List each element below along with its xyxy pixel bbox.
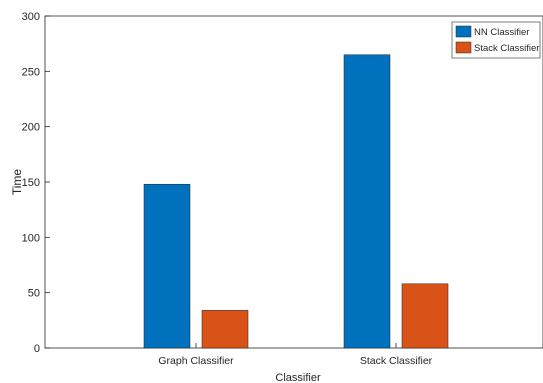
y-tick-label: 100 bbox=[22, 232, 40, 244]
legend: NN Classifier Stack Classifier bbox=[451, 21, 541, 59]
y-tick-label: 0 bbox=[34, 343, 40, 355]
y-tick-label: 250 bbox=[22, 66, 40, 78]
x-axis-label: Classifier bbox=[275, 372, 321, 383]
x-tick-label: Stack Classifier bbox=[360, 355, 433, 367]
legend-label-stack-classifier: Stack Classifier bbox=[474, 43, 539, 54]
x-axis: Graph Classifier Stack Classifier bbox=[158, 343, 433, 367]
bars-group bbox=[143, 54, 449, 349]
legend-label-nn-classifier: NN Classifier bbox=[474, 27, 529, 38]
y-tick-label: 150 bbox=[22, 177, 40, 189]
x-tick-label: Graph Classifier bbox=[158, 355, 234, 367]
y-tick-label: 50 bbox=[28, 288, 40, 300]
plot-area bbox=[44, 15, 543, 349]
y-axis: 0 50 100 150 200 250 300 bbox=[22, 11, 50, 355]
bar-nn-classifier-graph-classifier bbox=[143, 183, 191, 349]
y-axis-label: Time bbox=[10, 169, 24, 196]
bar-stack-classifier-graph-classifier bbox=[201, 310, 249, 349]
y-tick-label: 200 bbox=[22, 122, 40, 134]
legend-swatch-stack-classifier bbox=[455, 41, 472, 54]
bar-stack-classifier-stack-classifier bbox=[401, 283, 449, 349]
legend-swatch-nn-classifier bbox=[455, 25, 472, 38]
y-tick-label: 300 bbox=[22, 11, 40, 23]
bar-nn-classifier-stack-classifier bbox=[343, 54, 391, 349]
